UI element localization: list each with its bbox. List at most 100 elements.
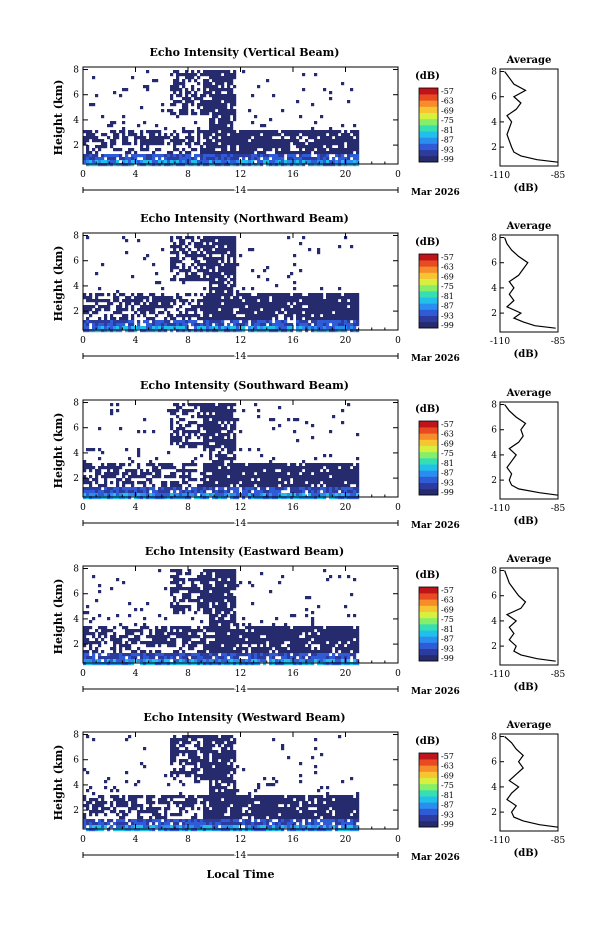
heatmap-cell <box>227 136 231 140</box>
heatmap-cell <box>263 311 267 315</box>
heatmap-cell <box>308 296 312 300</box>
heatmap-cell <box>137 323 141 327</box>
heatmap-cell <box>263 644 267 648</box>
heatmap-cell <box>218 106 222 110</box>
heatmap-cell <box>323 463 327 467</box>
heatmap-cell <box>311 127 315 131</box>
heatmap-cell <box>140 629 144 633</box>
heatmap-cell <box>182 148 186 152</box>
heatmap-cell <box>197 142 201 146</box>
heatmap-cell <box>176 626 180 630</box>
colorbar-tick-label: -63 <box>441 263 454 272</box>
heatmap-cell <box>125 641 129 645</box>
heatmap-cell <box>230 242 234 246</box>
heatmap-cell <box>227 484 231 488</box>
heatmap-cell <box>98 427 102 431</box>
heatmap-cell <box>212 433 216 437</box>
heatmap-cell <box>101 133 105 137</box>
heatmap-cell <box>215 445 219 449</box>
heatmap-cell <box>128 629 132 633</box>
heatmap-cell <box>287 293 291 297</box>
heatmap-cell <box>113 632 117 636</box>
heatmap-cell <box>257 638 261 642</box>
heatmap-cell <box>248 472 252 476</box>
heatmap-cell <box>233 478 237 482</box>
heatmap-cell <box>146 88 150 92</box>
heatmap-cell <box>248 490 252 494</box>
heatmap-cell <box>227 620 231 624</box>
heatmap-cell <box>230 493 234 497</box>
heatmap-cell <box>248 142 252 146</box>
heatmap-cell <box>134 472 138 476</box>
heatmap-cell <box>95 475 99 479</box>
heatmap-cell <box>326 475 330 479</box>
heatmap-cell <box>248 475 252 479</box>
heatmap-cell <box>161 103 165 107</box>
heatmap-cell <box>176 266 180 270</box>
heatmap-cell <box>203 73 207 77</box>
heatmap-cell <box>209 466 213 470</box>
heatmap-cell <box>104 478 108 482</box>
heatmap-cell <box>116 163 120 167</box>
heatmap-cell <box>137 326 141 330</box>
heatmap-cell <box>197 305 201 309</box>
heatmap-cell <box>302 326 306 330</box>
heatmap-cell <box>221 569 225 573</box>
heatmap-cell <box>275 475 279 479</box>
heatmap-cell <box>161 484 165 488</box>
heatmap-cell <box>125 496 129 500</box>
heatmap-cell <box>323 478 327 482</box>
heatmap-cell <box>311 136 315 140</box>
heatmap-cell <box>227 127 231 131</box>
heatmap-cell <box>116 614 120 618</box>
heatmap-cell <box>194 311 198 315</box>
heatmap-cell <box>248 308 252 312</box>
heatmap-cell <box>212 88 216 92</box>
date-label: Mar 2026 <box>411 354 460 364</box>
heatmap-cell <box>293 305 297 309</box>
heatmap-cell <box>233 475 237 479</box>
heatmap-cell <box>206 590 210 594</box>
heatmap-cell <box>182 442 186 446</box>
heatmap-cell <box>245 662 249 666</box>
heatmap-cell <box>347 320 351 324</box>
heatmap-cell <box>209 106 213 110</box>
heatmap-cell <box>233 245 237 249</box>
heatmap-cell <box>356 133 360 137</box>
heatmap-cell <box>260 305 264 309</box>
heatmap-cell <box>119 463 123 467</box>
heatmap-cell <box>275 481 279 485</box>
heatmap-cell <box>185 73 189 77</box>
heatmap-cell <box>215 653 219 657</box>
heatmap-cell <box>140 311 144 315</box>
heatmap-cell <box>101 163 105 167</box>
heatmap-cell <box>218 281 222 285</box>
heatmap-cell <box>311 490 315 494</box>
heatmap-cell <box>227 596 231 600</box>
colorbar-unit: (dB) <box>415 237 440 248</box>
heatmap-cell <box>188 317 192 321</box>
heatmap-cell <box>221 484 225 488</box>
heatmap-cell <box>299 478 303 482</box>
heatmap-cell <box>290 463 294 467</box>
heatmap-cell <box>134 629 138 633</box>
heatmap-cell <box>236 650 240 654</box>
heatmap-cell <box>203 463 207 467</box>
heatmap-cell <box>245 481 249 485</box>
heatmap-cell <box>218 151 222 155</box>
heatmap-cell <box>83 460 87 464</box>
heatmap-cell <box>218 626 222 630</box>
heatmap-cell <box>158 329 162 333</box>
heatmap-cell <box>98 326 102 330</box>
heatmap-cell <box>215 100 219 104</box>
heatmap-cell <box>185 254 189 258</box>
heatmap-cell <box>212 415 216 419</box>
heatmap-cell <box>239 145 243 149</box>
heatmap-cell <box>164 299 168 303</box>
heatmap-cell <box>251 323 255 327</box>
heatmap-cell <box>239 448 243 452</box>
heatmap-cell <box>212 650 216 654</box>
heatmap-cell <box>206 272 210 276</box>
heatmap-cell <box>215 302 219 306</box>
heatmap-cell <box>302 145 306 149</box>
